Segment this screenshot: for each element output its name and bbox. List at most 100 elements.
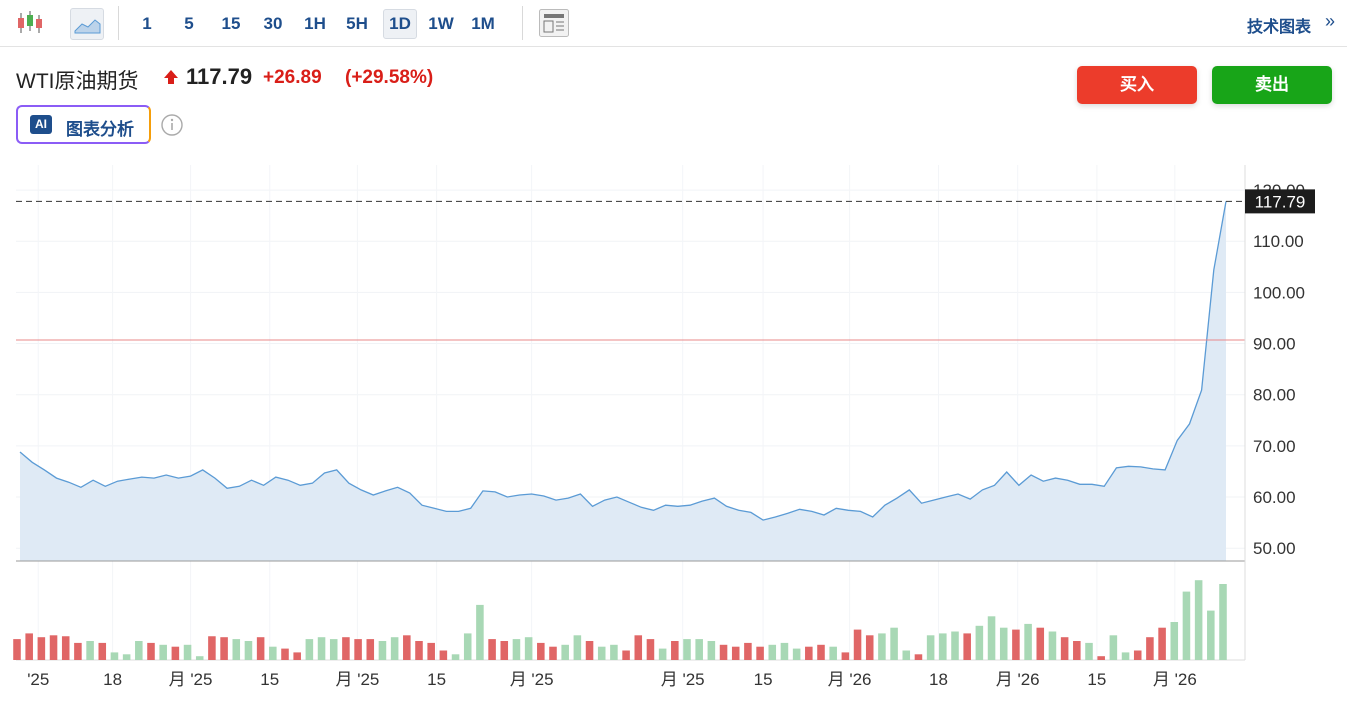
price-change-percent: (+29.58%) [345, 67, 434, 88]
y-tick-label: 80.00 [1253, 386, 1296, 405]
volume-bar [1109, 635, 1118, 660]
volume-bar [987, 616, 996, 660]
volume-bar [232, 639, 241, 660]
ai-button-label: 图表分析 [66, 120, 134, 139]
volume-bar [171, 646, 180, 660]
ai-analysis-button[interactable]: AI 图表分析 [16, 105, 151, 144]
instrument-name: WTI原油期货 [16, 70, 139, 93]
volume-bar [208, 636, 216, 660]
volume-bar [1073, 641, 1081, 660]
interval-button[interactable]: 1W [428, 14, 454, 33]
volume-bar [573, 635, 582, 660]
y-tick-label: 60.00 [1253, 488, 1296, 507]
volume-bar [147, 642, 155, 660]
info-icon[interactable] [160, 113, 184, 137]
volume-bar [451, 654, 460, 660]
x-tick-label: 月 '25 [169, 670, 213, 689]
volume-bar [1182, 591, 1191, 660]
last-price-tag [1245, 189, 1315, 214]
volume-bar [195, 656, 204, 660]
volume-bar [951, 631, 959, 660]
interval-button[interactable]: 30 [263, 14, 283, 33]
volume-bar [1121, 652, 1130, 660]
interval-button[interactable]: 1D [383, 9, 417, 39]
volume-bar [634, 635, 643, 660]
candlestick-icon[interactable] [14, 9, 48, 37]
volume-bar [1219, 584, 1227, 660]
volume-bar [683, 639, 691, 660]
separator [118, 6, 119, 40]
x-tick-label: 18 [103, 670, 122, 689]
volume-bar [549, 646, 557, 660]
volume-bar [281, 648, 289, 660]
y-tick-label: 110.00 [1253, 232, 1304, 251]
volume-bar [366, 639, 375, 660]
interval-button[interactable]: 1 [142, 14, 152, 33]
volume-bar [865, 635, 874, 660]
area-chart-icon[interactable] [70, 8, 104, 40]
volume-bar [159, 644, 167, 660]
volume-bar [671, 641, 679, 660]
volume-bar [439, 650, 448, 660]
volume-bar [963, 633, 971, 660]
toolbar: 1 5 15 30 1H 5H 1D 1W 1M 技术图表 » [0, 0, 1347, 47]
volume-bar [61, 636, 70, 660]
chart: 50.0060.0070.0080.0090.00100.00110.00120… [13, 165, 1315, 689]
volume-bar [74, 642, 82, 660]
volume-bar [86, 641, 94, 660]
volume-bar [707, 641, 716, 660]
volume-bar [585, 641, 594, 660]
ai-badge: AI [30, 115, 52, 134]
interval-button[interactable]: 1H [304, 14, 326, 33]
x-tick-label: 月 '26 [1153, 670, 1197, 689]
area-icon-graphic [74, 19, 101, 34]
volume-bar [817, 644, 825, 660]
volume-bar [646, 639, 655, 660]
volume-bar [13, 639, 21, 660]
volume-bar [914, 654, 923, 660]
layout-icon[interactable] [538, 8, 570, 38]
price-area [20, 201, 1226, 561]
price-line [19, 201, 1227, 521]
volume-bar [25, 633, 33, 660]
volume-bar [500, 641, 509, 660]
last-price: 117.79 [186, 64, 253, 89]
volume-bar [342, 637, 350, 660]
volume-bar [1207, 610, 1215, 660]
volume-bar [744, 642, 752, 660]
sell-button[interactable]: 卖出 [1212, 66, 1332, 104]
interval-button[interactable]: 5H [346, 14, 368, 33]
interval-button[interactable]: 15 [221, 14, 241, 33]
y-tick-label: 90.00 [1253, 335, 1296, 354]
buy-button[interactable]: 买入 [1077, 66, 1197, 104]
volume-bar [403, 635, 411, 660]
volume-bar [415, 641, 423, 660]
volume-bar [780, 642, 789, 660]
interval-button[interactable]: 1M [471, 14, 495, 33]
volume-bar [1097, 656, 1105, 660]
volume-bar [269, 646, 277, 660]
volume-bar [1024, 623, 1032, 660]
volume-bar [1060, 637, 1069, 660]
volume-bar [427, 642, 435, 660]
volume-bar [1085, 642, 1093, 660]
x-tick-label: 15 [260, 670, 279, 689]
technical-chart-link[interactable]: 技术图表 [1247, 19, 1312, 36]
volume-bar [1012, 629, 1020, 660]
volume-bar [841, 652, 850, 660]
x-tick-label: 15 [1087, 670, 1106, 689]
volume-bar [975, 625, 984, 660]
volume-bar [1158, 627, 1166, 660]
x-tick-label: '25 [27, 670, 49, 689]
volume-bar [122, 654, 131, 660]
x-tick-label: 月 '25 [335, 670, 379, 689]
x-tick-label: 月 '26 [996, 670, 1040, 689]
interval-button[interactable]: 5 [184, 14, 194, 33]
volume-bar [1146, 637, 1154, 660]
volume-bar [135, 641, 143, 660]
volume-bar [1036, 627, 1045, 660]
volume-bar [1133, 650, 1142, 660]
y-tick-label: 50.00 [1253, 539, 1296, 558]
x-tick-label: 15 [427, 670, 446, 689]
